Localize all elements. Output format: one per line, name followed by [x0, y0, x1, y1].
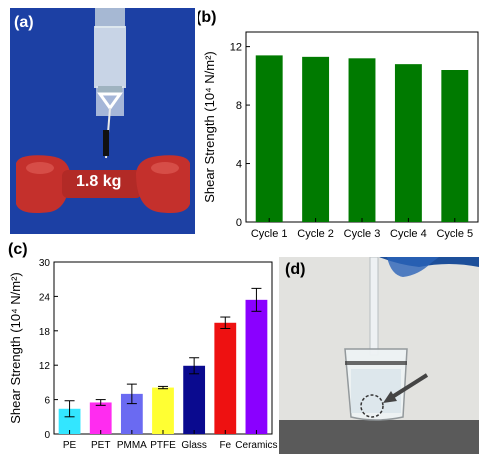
adhesive-joint — [98, 86, 122, 93]
dumbbell — [16, 155, 190, 213]
beaker-test-illustration — [279, 257, 479, 454]
y-tick-label: 30 — [39, 258, 51, 269]
y-tick-label: 0 — [236, 217, 242, 229]
x-tick-label: Ceramics — [235, 440, 277, 451]
bar — [214, 322, 237, 434]
y-tick-label: 8 — [236, 100, 242, 112]
beaker-water — [351, 369, 401, 413]
x-tick-label: Cycle 2 — [297, 228, 334, 240]
x-tick-label: Cycle 3 — [344, 228, 381, 240]
x-tick-label: Cycle 5 — [436, 228, 473, 240]
y-tick-label: 12 — [230, 42, 242, 54]
panel-b-label: (b) — [198, 9, 216, 26]
beaker-rim — [345, 361, 407, 365]
bar — [394, 64, 422, 223]
photo-weight-test: (a) 1.8 kg — [10, 8, 195, 234]
panel-d-label: (d) — [285, 261, 306, 278]
bar — [348, 58, 376, 222]
y-axis-label: Shear Strength (10⁴ N/m²) — [202, 51, 217, 203]
chart-substrates-svg: (c) 0 6 12 18 24 30 PE PET PMMA PTFE Glass Fe Cerami… — [8, 241, 278, 451]
glove-fingers — [387, 257, 439, 277]
x-tick-label: PE — [63, 440, 77, 451]
clamp — [95, 8, 125, 28]
weight-label: 1.8 kg — [76, 173, 122, 190]
chart-cycles-svg: (b) 0 4 8 12 Cycle 1 Cycle 2 Cycle 3 Cycle 4 Cyc… — [196, 9, 479, 240]
x-tick-label: Fe — [219, 440, 231, 451]
bar — [302, 56, 330, 222]
y-tick-label: 4 — [236, 159, 242, 171]
chart-cycles: (b) 0 4 8 12 Cycle 1 Cycle 2 Cycle 3 Cycle 4 Cyc… — [196, 0, 487, 255]
contact-circle — [360, 394, 384, 418]
y-tick-label: 18 — [39, 327, 51, 338]
x-tick-label: Cycle 1 — [251, 228, 288, 240]
x-tick-label: Glass — [181, 440, 207, 451]
y-tick-label: 0 — [44, 430, 50, 441]
bar — [152, 387, 174, 434]
x-tick-label: PTFE — [150, 440, 176, 451]
x-tick-label: Cycle 4 — [390, 228, 427, 240]
bar — [120, 393, 143, 434]
panel-c-label: (c) — [8, 241, 28, 258]
panel-a-label: (a) — [14, 14, 34, 31]
weight-test-illustration — [10, 8, 195, 234]
y-axis-label: Shear Strength (10⁴ N/m²) — [8, 272, 23, 424]
table — [279, 420, 479, 454]
y-tick-label: 6 — [44, 396, 50, 407]
glass-rod — [369, 257, 379, 356]
bar — [245, 299, 268, 434]
tag — [103, 130, 109, 156]
arrow-shaft — [387, 373, 429, 401]
bar — [89, 402, 112, 434]
bar — [183, 365, 206, 434]
arrow-head — [383, 391, 397, 403]
photo-beaker-test: (d) — [279, 257, 479, 454]
glass-strip-upper — [94, 26, 126, 88]
bar — [255, 55, 283, 223]
x-tick-label: PET — [91, 440, 110, 451]
bar — [58, 408, 81, 434]
y-tick-label: 12 — [39, 361, 51, 372]
chart-substrates: (c) 0 6 12 18 24 30 PE PET PMMA PTFE Glass Fe Cerami… — [0, 240, 280, 465]
bar — [441, 70, 469, 222]
hook — [97, 92, 123, 111]
x-tick-label: PMMA — [117, 440, 147, 451]
y-tick-label: 24 — [39, 292, 51, 303]
